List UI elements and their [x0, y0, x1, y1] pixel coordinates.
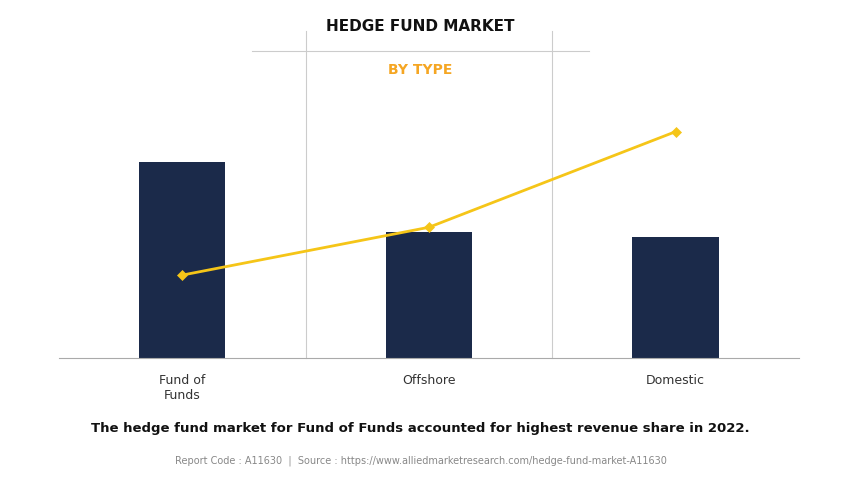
Bar — [139, 162, 225, 358]
Text: HEDGE FUND MARKET: HEDGE FUND MARKET — [326, 19, 515, 34]
Text: BY TYPE: BY TYPE — [389, 63, 452, 77]
Bar — [386, 232, 472, 358]
Text: Report Code : A11630  |  Source : https://www.alliedmarketresearch.com/hedge-fun: Report Code : A11630 | Source : https://… — [175, 455, 666, 466]
Bar — [632, 237, 719, 358]
Text: The hedge fund market for Fund of Funds accounted for highest revenue share in 2: The hedge fund market for Fund of Funds … — [91, 422, 750, 435]
